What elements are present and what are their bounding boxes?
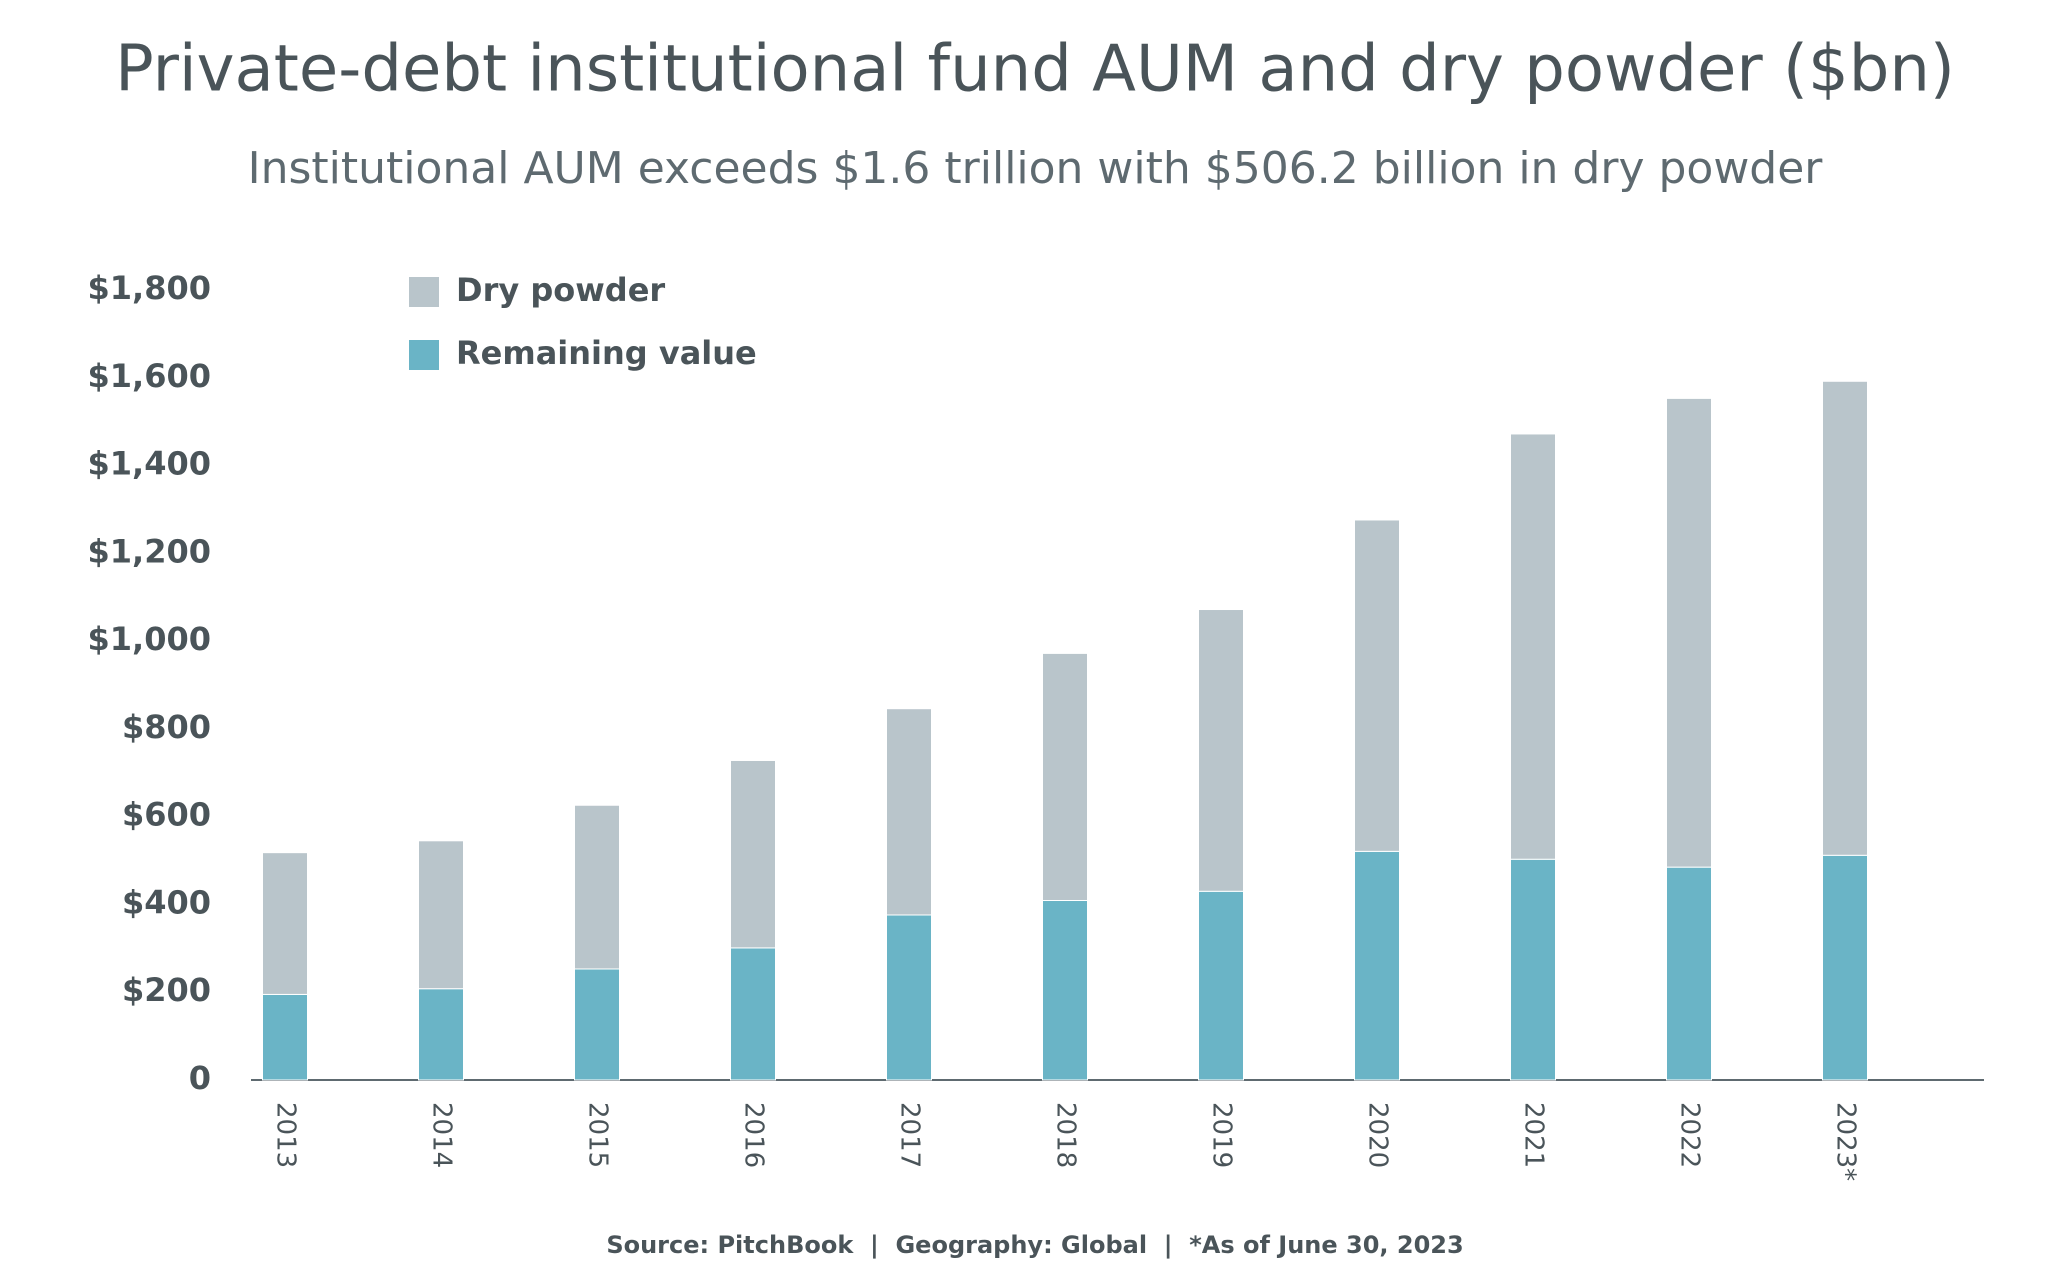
- x-tick-label: 2021: [1519, 1102, 1549, 1168]
- bar-segment: [1822, 380, 1868, 856]
- bar-segment: [262, 993, 308, 1081]
- chart-title: Private-debt institutional fund AUM and …: [115, 33, 1955, 107]
- y-tick-label: 0: [189, 1059, 211, 1097]
- y-tick-label: $1,000: [88, 620, 211, 658]
- y-tick-label: $200: [122, 971, 211, 1009]
- bar-segment: [1354, 850, 1400, 1081]
- source-note: Source: PitchBook | Geography: Global | …: [606, 1231, 1463, 1259]
- x-tick-label: 2014: [427, 1102, 457, 1168]
- x-tick-label: 2018: [1051, 1102, 1081, 1168]
- bar-segment: [418, 840, 464, 990]
- y-tick-label: $1,200: [88, 532, 211, 570]
- y-tick-label: $1,400: [88, 445, 211, 483]
- legend-label: Dry powder: [456, 271, 665, 309]
- bar-segment: [1666, 866, 1712, 1081]
- y-tick-label: $1,600: [88, 357, 211, 395]
- bar-segment: [886, 708, 932, 916]
- bar-segment: [262, 852, 308, 995]
- y-tick-label: $800: [122, 708, 211, 746]
- bar-segment: [1666, 397, 1712, 868]
- bar-segment: [730, 759, 776, 949]
- bar-segment: [886, 914, 932, 1081]
- bar-segment: [1042, 652, 1088, 901]
- x-tick-label: 2023*: [1831, 1102, 1861, 1181]
- bar-segment: [574, 804, 620, 970]
- chart-subtitle: Institutional AUM exceeds $1.6 trillion …: [248, 143, 1824, 194]
- legend-swatch: [409, 340, 439, 370]
- bar-segment: [1510, 433, 1556, 860]
- x-tick-label: 2020: [1363, 1102, 1393, 1168]
- y-tick-label: $1,800: [88, 269, 211, 307]
- x-tick-label: 2016: [739, 1102, 769, 1168]
- bar-segment: [1822, 854, 1868, 1081]
- bar-segment: [1198, 890, 1244, 1081]
- bar-segment: [574, 968, 620, 1081]
- y-tick-label: $400: [122, 883, 211, 921]
- x-tick-label: 2013: [271, 1102, 301, 1168]
- y-tick-label: $600: [122, 796, 211, 834]
- bar-segment: [1510, 858, 1556, 1081]
- x-tick-label: 2019: [1207, 1102, 1237, 1168]
- legend-swatch: [409, 277, 439, 307]
- bar-segment: [418, 988, 464, 1081]
- legend-label: Remaining value: [456, 334, 757, 372]
- x-tick-label: 2017: [895, 1102, 925, 1168]
- bar-segment: [1198, 609, 1244, 892]
- x-tick-label: 2022: [1675, 1102, 1705, 1168]
- bar-segment: [1354, 519, 1400, 852]
- x-tick-label: 2015: [583, 1102, 613, 1168]
- bar-segment: [1042, 899, 1088, 1081]
- bar-segment: [730, 947, 776, 1081]
